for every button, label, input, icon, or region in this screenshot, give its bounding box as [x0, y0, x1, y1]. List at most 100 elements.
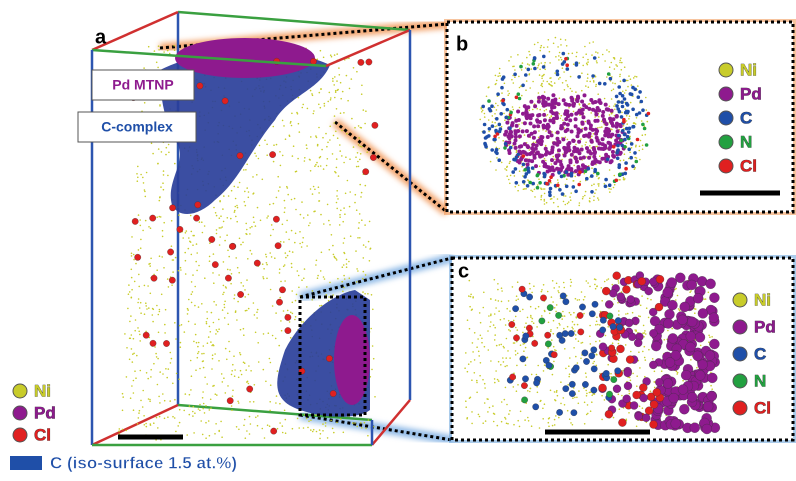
atom — [341, 281, 343, 283]
atom — [538, 137, 540, 139]
atom — [303, 427, 305, 429]
atom — [212, 385, 214, 387]
atom — [244, 296, 246, 298]
atom — [321, 252, 323, 254]
atom — [587, 413, 589, 415]
atom — [502, 140, 504, 142]
atom — [480, 362, 482, 364]
atom — [202, 232, 204, 234]
atom — [624, 108, 626, 110]
atom — [346, 259, 348, 261]
atom — [358, 227, 360, 229]
atom — [611, 113, 613, 115]
atom — [289, 321, 291, 323]
atom — [543, 47, 545, 49]
atom — [644, 332, 646, 334]
atom — [249, 233, 251, 235]
atom — [202, 361, 204, 363]
legend-label: Pd — [34, 403, 56, 422]
atom — [323, 223, 325, 225]
atom — [519, 426, 521, 428]
atom — [361, 219, 363, 221]
atom — [157, 163, 159, 165]
atom — [562, 82, 564, 84]
atom — [476, 382, 478, 384]
atom — [574, 190, 578, 194]
legend-marker — [733, 347, 747, 361]
atom — [617, 302, 619, 304]
atom — [235, 198, 237, 200]
atom — [630, 380, 632, 382]
atom — [465, 400, 467, 402]
atom — [566, 123, 570, 127]
atom — [542, 96, 546, 100]
atom — [169, 400, 171, 402]
atom — [152, 314, 154, 316]
atom — [603, 82, 607, 86]
atom — [263, 369, 265, 371]
atom — [301, 279, 303, 281]
atom — [166, 147, 168, 149]
legend-marker — [13, 428, 27, 442]
atom — [537, 141, 541, 145]
atom — [609, 66, 611, 68]
atom — [498, 137, 500, 139]
atom — [519, 286, 525, 292]
atom — [131, 277, 133, 279]
atom — [306, 418, 308, 420]
atom — [529, 73, 531, 75]
atom — [555, 350, 557, 352]
atom — [543, 118, 547, 122]
atom — [536, 186, 540, 190]
atom — [556, 283, 558, 285]
atom — [619, 124, 623, 128]
atom — [553, 161, 557, 165]
atom — [341, 130, 343, 132]
atom — [471, 423, 473, 425]
atom — [137, 423, 139, 425]
atom — [556, 390, 558, 392]
atom — [575, 63, 579, 67]
atom — [590, 112, 592, 114]
atom — [633, 122, 635, 124]
atom — [625, 127, 629, 131]
atom — [323, 276, 325, 278]
atom — [641, 295, 643, 297]
atom — [150, 293, 152, 295]
atom — [568, 118, 572, 122]
atom — [154, 50, 156, 52]
atom — [517, 92, 521, 96]
atom — [626, 356, 634, 364]
atom — [306, 148, 308, 150]
atom — [144, 102, 146, 104]
atom — [584, 296, 586, 298]
atom — [627, 130, 631, 134]
atom — [240, 370, 242, 372]
atom — [180, 342, 182, 344]
atom — [168, 286, 170, 288]
atom — [580, 181, 582, 183]
atom — [157, 384, 159, 386]
atom — [576, 52, 578, 54]
atom — [593, 150, 597, 154]
atom — [612, 155, 616, 159]
atom — [351, 118, 353, 120]
atom — [540, 154, 544, 158]
atom — [122, 410, 124, 412]
atom — [339, 74, 341, 76]
atom — [184, 252, 186, 254]
atom — [594, 132, 598, 136]
atom — [273, 203, 275, 205]
atom — [705, 351, 715, 361]
atom — [572, 149, 576, 153]
atom — [514, 69, 516, 71]
atom — [363, 271, 365, 273]
atom — [164, 418, 166, 420]
atom — [253, 221, 255, 223]
atom — [575, 144, 577, 146]
atom — [549, 175, 553, 179]
atom — [495, 84, 497, 86]
atom — [244, 289, 246, 291]
atom — [544, 69, 546, 71]
atom — [581, 90, 583, 92]
